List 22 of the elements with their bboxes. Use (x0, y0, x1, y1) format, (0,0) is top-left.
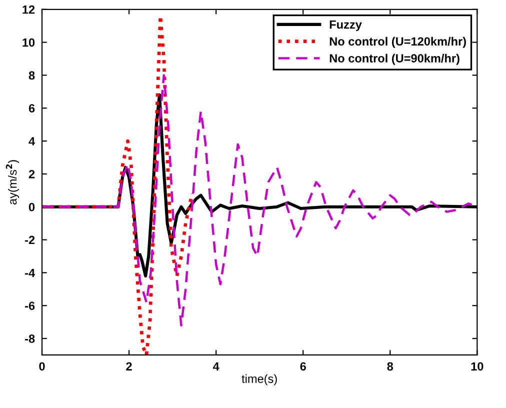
legend-label: No control (U=120km/hr) (330, 36, 466, 48)
x-axis-title: time(s) (242, 374, 277, 386)
y-tick-label: -8 (25, 334, 35, 343)
y-axis-title: ay(m/s$^{2}$) (6, 160, 20, 204)
x-tick-label: 10 (471, 362, 484, 371)
y-tick-label: 8 (28, 71, 35, 80)
y-tick-label: 10 (22, 38, 35, 47)
y-tick-label: 12 (22, 5, 35, 14)
y-tick-label: 2 (28, 170, 35, 178)
y-tick-label: -6 (25, 302, 35, 310)
x-tick-label: 6 (300, 362, 306, 371)
x-tick-label: 0 (39, 362, 45, 371)
y-tick-label: 0 (28, 202, 35, 212)
x-tick-label: 2 (126, 362, 132, 370)
y-tick-label: -4 (25, 268, 35, 277)
y-tick-label: 4 (28, 137, 35, 146)
x-tick-label: 4 (212, 362, 220, 370)
legend-label: No control (U=90km/hr) (330, 54, 460, 65)
y-tick-label: 6 (28, 104, 35, 113)
x-tick-label: 8 (387, 362, 394, 371)
legend-label: Fuzzy (330, 20, 362, 32)
y-tick-label: -2 (25, 236, 35, 244)
